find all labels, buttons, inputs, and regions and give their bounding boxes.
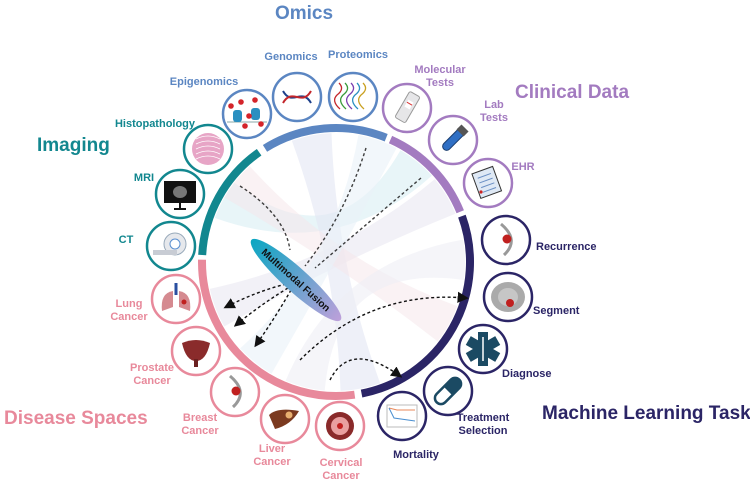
- breast-tumor-icon: [229, 374, 242, 409]
- chord-band: [285, 239, 465, 391]
- node-label: Cancer: [322, 470, 360, 482]
- node-label: Genomics: [264, 51, 317, 63]
- dashed-arrow: [329, 358, 403, 381]
- omics-title: Omics: [275, 3, 333, 24]
- node-proteomics: Proteomics: [327, 49, 388, 123]
- node-epigenomics: Epigenomics: [170, 76, 273, 140]
- test-strip-icon: [395, 91, 420, 123]
- node-circle: [150, 273, 202, 325]
- node-genomics: Genomics: [264, 51, 323, 123]
- ml-title: Machine Learning Tasks: [542, 403, 750, 424]
- node-label: MRI: [134, 172, 154, 184]
- node-label: Cancer: [253, 456, 291, 468]
- node-ehr: EHR: [462, 157, 535, 209]
- dashed-arrow: [223, 283, 287, 309]
- cervix-icon: [326, 412, 354, 440]
- tissue-slide-icon: [192, 133, 224, 165]
- dashed-arrow: [254, 289, 292, 348]
- node-diagnose: Diagnose: [457, 323, 552, 380]
- brain-scan-icon: [491, 282, 525, 312]
- node-mortality: Mortality: [376, 390, 440, 461]
- node-label: Segment: [533, 305, 580, 317]
- chord-band: [240, 134, 397, 374]
- dashed-arrow: [239, 185, 291, 251]
- omics-ring-segment: [262, 124, 388, 152]
- node-histopathology: Histopathology: [115, 118, 234, 175]
- chord-bands: [206, 132, 466, 392]
- fusion-arrows: [223, 147, 469, 381]
- node-label: Proteomics: [328, 49, 388, 61]
- medical-star-icon: [465, 332, 501, 366]
- pill-capsule-icon: [433, 376, 463, 406]
- node-label: Histopathology: [115, 118, 196, 130]
- category-ring: [198, 124, 474, 400]
- ct-scanner-icon: [153, 232, 187, 256]
- node-label: Molecular: [414, 64, 466, 76]
- node-label: Liver: [259, 443, 286, 455]
- clipboard-icon: [471, 165, 503, 200]
- protein-strands-icon: [333, 82, 367, 110]
- survival-curve-icon: [386, 404, 418, 428]
- node-recurrence: Recurrence: [480, 214, 597, 266]
- dashed-arrow: [304, 147, 367, 267]
- prostate-icon: [182, 340, 210, 367]
- test-tube-icon: [442, 124, 469, 151]
- node-label: Selection: [459, 425, 508, 437]
- breast-tumor-icon: [500, 222, 513, 257]
- node-label: Breast: [183, 412, 218, 424]
- node-label: Prostate: [130, 362, 174, 374]
- node-label: Cancer: [110, 311, 148, 323]
- disease-title: Disease Spaces: [4, 408, 148, 429]
- clinical-ring-segment: [388, 135, 464, 214]
- node-label: Cervical: [320, 457, 363, 469]
- dashed-arrow: [299, 291, 469, 361]
- node-circle: [221, 88, 273, 140]
- dna-icon: [282, 90, 312, 104]
- node-label: Epigenomics: [170, 76, 238, 88]
- node-label: Cancer: [133, 375, 171, 387]
- disease-ring-segment: [198, 259, 356, 400]
- dashed-arrow: [314, 177, 422, 269]
- nucleosome-icon: [227, 97, 267, 129]
- node-segment: Segment: [482, 271, 580, 323]
- node-label: Recurrence: [536, 241, 597, 253]
- chord-band: [224, 166, 458, 342]
- imaging-ring-segment: [198, 148, 262, 256]
- imaging-title: Imaging: [37, 135, 110, 156]
- node-label: CT: [119, 234, 134, 246]
- lungs-icon: [161, 283, 191, 311]
- node-label: EHR: [511, 161, 534, 173]
- node-label: Tests: [426, 77, 454, 89]
- node-label: Tests: [480, 112, 508, 124]
- ml-ring-segment: [360, 214, 474, 398]
- node-ct: CT: [119, 220, 197, 272]
- node-label: Cancer: [181, 425, 219, 437]
- liver-icon: [269, 409, 299, 429]
- fusion-ellipse: [250, 238, 342, 322]
- node-label: Diagnose: [502, 368, 552, 380]
- node-label: Treatment: [457, 412, 510, 424]
- node-label: Lab: [484, 99, 504, 111]
- node-label: Lung: [116, 298, 143, 310]
- mri-monitor-icon: [164, 181, 196, 210]
- clinical-title: Clinical Data: [515, 82, 629, 103]
- node-mri: MRI: [134, 168, 206, 220]
- node-label: Mortality: [393, 449, 440, 461]
